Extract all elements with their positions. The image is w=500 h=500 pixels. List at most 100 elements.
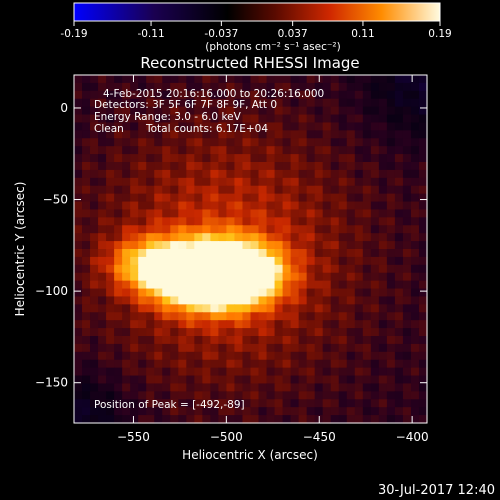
image-pixel: [314, 256, 324, 266]
image-pixel: [378, 177, 388, 187]
image-pixel: [226, 296, 236, 305]
image-pixel: [266, 312, 276, 321]
image-pixel: [330, 343, 340, 353]
image-pixel: [338, 359, 348, 369]
image-pixel: [306, 106, 316, 116]
image-pixel: [218, 407, 228, 416]
image-pixel: [202, 90, 211, 100]
image-pixel: [362, 201, 372, 211]
image-pixel: [146, 241, 155, 250]
image-pixel: [178, 249, 187, 258]
image-pixel: [362, 407, 372, 416]
image-pixel: [370, 177, 380, 187]
image-pixel: [402, 82, 412, 92]
image-pixel: [306, 359, 316, 369]
image-pixel: [90, 367, 99, 377]
image-pixel: [258, 122, 268, 131]
image-pixel: [122, 383, 131, 392]
image-pixel: [114, 320, 123, 329]
image-pixel: [354, 375, 364, 385]
image-pixel: [322, 90, 332, 100]
image-pixel: [410, 415, 420, 424]
image-pixel: [394, 233, 404, 242]
image-pixel: [378, 343, 388, 353]
image-pixel: [410, 391, 420, 400]
image-pixel: [394, 288, 404, 298]
image-pixel: [186, 336, 195, 345]
image-pixel: [418, 296, 428, 305]
image-pixel: [258, 296, 268, 305]
image-pixel: [306, 169, 316, 179]
image-pixel: [98, 304, 107, 313]
image-pixel: [266, 225, 276, 234]
image-pixel: [226, 233, 236, 242]
image-pixel: [402, 272, 412, 282]
image-pixel: [82, 336, 91, 345]
image-pixel: [378, 154, 388, 163]
image-pixel: [90, 154, 99, 163]
image-pixel: [90, 249, 99, 258]
image-pixel: [130, 122, 139, 131]
image-pixel: [226, 169, 236, 179]
image-pixel: [98, 336, 107, 345]
image-pixel: [266, 304, 276, 313]
info-total-counts: Total counts: 6.17E+04: [145, 123, 268, 135]
image-pixel: [74, 193, 83, 203]
image-pixel: [362, 328, 372, 337]
image-pixel: [266, 233, 276, 242]
image-pixel: [410, 233, 420, 242]
image-pixel: [378, 359, 388, 369]
image-pixel: [314, 296, 324, 305]
image-pixel: [82, 233, 91, 242]
image-pixel: [186, 359, 195, 369]
image-pixel: [266, 280, 276, 290]
image-pixel: [122, 130, 131, 139]
image-pixel: [138, 415, 147, 424]
image-pixel: [74, 351, 83, 361]
image-pixel: [258, 320, 268, 329]
image-pixel: [274, 391, 284, 400]
image-pixel: [418, 106, 428, 116]
image-pixel: [370, 193, 380, 203]
image-pixel: [74, 241, 83, 250]
image-pixel: [258, 359, 268, 369]
image-pixel: [394, 343, 404, 353]
image-pixel: [250, 375, 260, 385]
image-pixel: [338, 177, 348, 187]
image-pixel: [218, 154, 228, 163]
image-pixel: [394, 185, 404, 195]
image-pixel: [346, 75, 356, 84]
image-pixel: [122, 177, 131, 187]
image-pixel: [82, 106, 91, 116]
image-pixel: [282, 138, 292, 147]
image-pixel: [314, 162, 324, 171]
image-pixel: [322, 375, 332, 385]
image-pixel: [418, 256, 428, 266]
image-pixel: [370, 272, 380, 282]
image-pixel: [202, 249, 211, 258]
image-pixel: [386, 82, 396, 92]
image-pixel: [314, 304, 324, 313]
image-pixel: [378, 90, 388, 100]
image-pixel: [74, 185, 83, 195]
image-pixel: [250, 138, 260, 147]
image-pixel: [370, 264, 380, 274]
image-pixel: [402, 233, 412, 242]
image-pixel: [186, 138, 195, 147]
image-pixel: [114, 296, 123, 305]
image-pixel: [234, 106, 244, 116]
image-pixel: [322, 177, 332, 187]
image-pixel: [186, 272, 195, 282]
image-pixel: [154, 146, 163, 155]
image-pixel: [154, 343, 163, 353]
image-pixel: [186, 391, 195, 400]
image-pixel: [90, 193, 99, 203]
image-pixel: [250, 122, 260, 131]
image-pixel: [90, 383, 99, 392]
image-pixel: [210, 280, 220, 290]
image-pixel: [154, 209, 163, 218]
image-pixel: [74, 264, 83, 274]
image-pixel: [98, 209, 107, 218]
image-pixel: [114, 75, 123, 84]
image-pixel: [370, 391, 380, 400]
